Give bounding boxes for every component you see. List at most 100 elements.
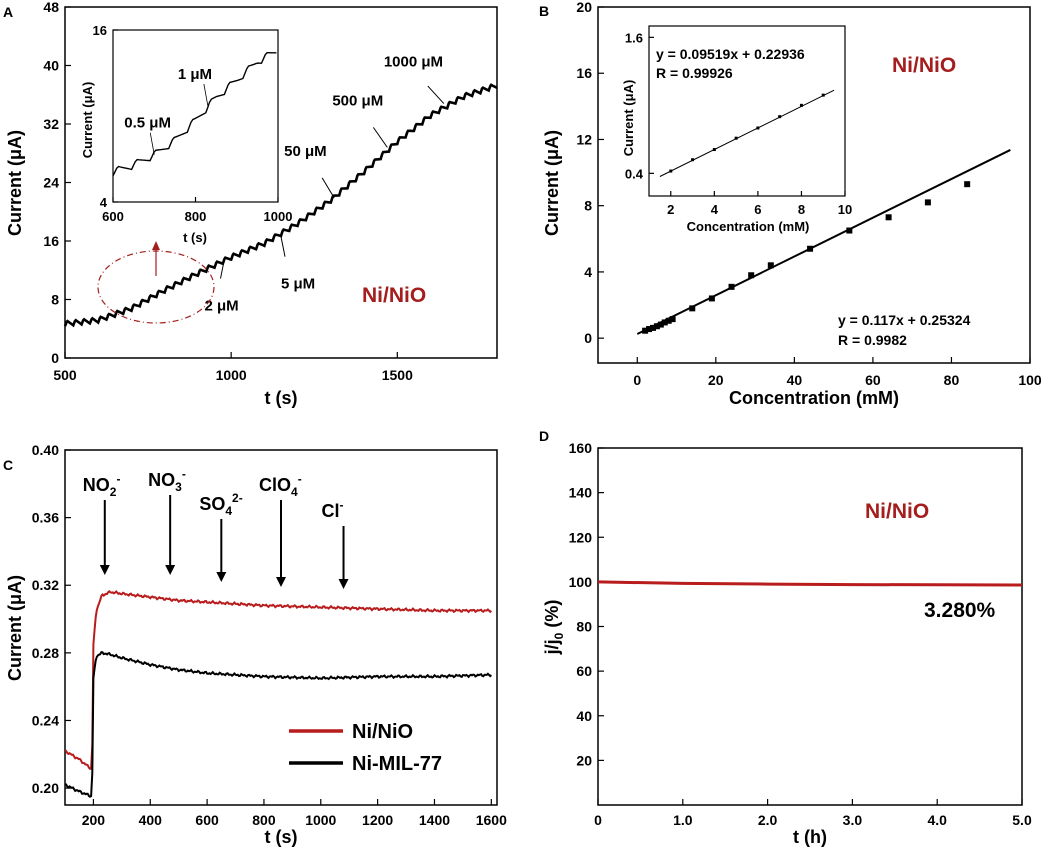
panel-b-ytick-label: 8 xyxy=(584,198,592,214)
panel-c-ytick-label: 0.36 xyxy=(32,510,59,526)
panel-a-highlight-arrowhead xyxy=(152,241,160,250)
panel-b-inset-fit-line xyxy=(659,89,835,177)
panel-a-xtick-label: 1500 xyxy=(382,367,413,383)
panel-a-inset: 600 800 1000 4 16 0.5 μM 1 μM t (s) Current (… xyxy=(80,23,292,245)
panel-a-xlabel: t (s) xyxy=(265,388,298,408)
panel-c-ytick-label: 0.40 xyxy=(32,442,59,458)
legend-label-ni-nio: Ni/NiO xyxy=(352,721,413,743)
panel-b-inset-ylabel: Current (μA) xyxy=(621,80,636,157)
panel-b-inset-r-value: R = 0.99926 xyxy=(656,65,733,81)
panel-d-label: D xyxy=(539,428,549,444)
panel-b-xtick-label: 60 xyxy=(865,372,881,388)
panel-b-ytick-label: 12 xyxy=(576,131,592,147)
panel-b-inset: 2 4 6 8 10 0.4 1.6 y = 0.09519x + 0.22936 R = … xyxy=(621,25,852,234)
panel-b-xtick-label: 20 xyxy=(708,372,724,388)
panel-b-ytick-label: 16 xyxy=(576,65,592,81)
panel-b-data-point xyxy=(646,326,653,333)
panel-c-ytick-label: 0.32 xyxy=(32,577,59,593)
panel-a-ytick-label: 40 xyxy=(43,58,59,74)
panel-b-data-point xyxy=(964,181,971,188)
panel-b-equation: y = 0.117x + 0.25324 xyxy=(838,312,971,328)
panel-c-ytick-label: 0.20 xyxy=(32,780,59,796)
panel-a-label: A xyxy=(3,4,13,20)
panel-b-material-label: Ni/NiO xyxy=(892,54,956,77)
panel-b-ylabel: Current (μA) xyxy=(542,130,562,236)
panel-b-fit-line xyxy=(636,149,1011,335)
panel-b-data-point xyxy=(661,319,668,326)
panel-c-ion-arrowhead xyxy=(99,565,110,575)
panel-a-ytick-label: 0 xyxy=(51,350,59,366)
panel-a-inset-xlabel: t (s) xyxy=(183,230,207,245)
panel-a-inset-annotation-label: 0.5 μM xyxy=(124,115,171,132)
panel-b-data-point xyxy=(807,245,814,252)
panel-d-xtick-label: 5.0 xyxy=(1012,812,1032,828)
panel-a-material-label: Ni/NiO xyxy=(362,284,426,307)
panel-a-inset-xtick-label: 800 xyxy=(185,209,207,224)
panel-d-xtick-label: 2.0 xyxy=(758,812,778,828)
panel-b-data-point xyxy=(669,316,676,323)
panel-d-ytick-label: 80 xyxy=(576,619,592,635)
panel-b-data-point xyxy=(767,262,774,269)
panel-a-inset-annotation-arrow xyxy=(203,83,209,107)
panel-b-inset-xtick-label: 4 xyxy=(711,202,719,217)
panel-c-xtick-label: 1200 xyxy=(362,812,393,828)
panel-b-inset-xtick-label: 2 xyxy=(667,202,674,217)
panel-a-inset-xtick-label: 1000 xyxy=(264,209,293,224)
panel-c-ytick-label: 0.24 xyxy=(32,712,59,728)
panel-d-series-ni-nio xyxy=(597,580,1023,587)
panel-b-data-point xyxy=(657,321,664,328)
panel-c-ion-arrowhead xyxy=(338,579,349,589)
panel-b-xtick-label: 100 xyxy=(1018,372,1042,388)
panel-d-ytick-label: 60 xyxy=(576,663,592,679)
panel-a-ytick-label: 32 xyxy=(43,116,59,132)
panel-d-xtick-label: 3.0 xyxy=(843,812,863,828)
panel-b-data-point xyxy=(748,272,755,279)
panel-c-xtick-label: 1000 xyxy=(305,812,336,828)
panel-a-inset-annotation-label: 1 μM xyxy=(178,66,212,83)
panel-d-frame xyxy=(597,447,1023,806)
panel-c-ytick-label: 0.28 xyxy=(32,645,59,661)
panel-c-ion-label: NO2- xyxy=(83,472,121,499)
panel-a-inset-ytick-label: 16 xyxy=(93,23,107,38)
panel-a-annotation-label: 1000 μM xyxy=(384,54,443,71)
panel-a-annotation-label: 500 μM xyxy=(332,92,383,109)
panel-b-inset-data-point xyxy=(821,93,825,97)
panel-a-ytick-label: 8 xyxy=(51,292,59,308)
panel-b-label: B xyxy=(539,3,549,19)
panel-b-xtick-label: 40 xyxy=(787,372,803,388)
panel-a-inset-frame xyxy=(112,29,279,203)
panel-b-inset-data-point xyxy=(669,169,673,173)
panel-b-inset-equation: y = 0.09519x + 0.22936 xyxy=(656,46,805,62)
panel-c-xtick-label: 1600 xyxy=(476,812,507,828)
panel-c-xtick-label: 1400 xyxy=(419,812,450,828)
panel-d-ytick-label: 20 xyxy=(576,752,592,768)
panel-b-inset-data-point xyxy=(734,136,738,140)
panel-b-ytick-label: 4 xyxy=(584,264,592,280)
panel-b-data-point xyxy=(924,199,931,206)
panel-c-xtick-label: 400 xyxy=(139,812,163,828)
panel-d-ylabel: j/j0 (%) xyxy=(542,600,566,656)
panel-c-ion-label: NO3- xyxy=(148,467,186,494)
panel-d-material-label: Ni/NiO xyxy=(865,500,929,523)
panel-a-annotation-arrow xyxy=(372,127,388,148)
panel-a-ylabel: Current (μA) xyxy=(5,130,25,236)
panel-b-data-point xyxy=(665,317,672,324)
panel-c-label: C xyxy=(3,457,13,473)
panel-a-ytick-label: 24 xyxy=(43,175,59,191)
panel-b-inset-xtick-label: 6 xyxy=(754,202,761,217)
panel-b-data-point xyxy=(689,305,696,312)
panel-d-ytick-label: 160 xyxy=(569,440,593,456)
panel-a-annotation-label: 2 μM xyxy=(205,298,239,315)
panel-b-inset-data-point xyxy=(712,148,716,152)
panel-b-inset-frame xyxy=(648,25,846,197)
panel-b-data-point xyxy=(642,327,649,334)
panel-a-annotation-arrow xyxy=(427,85,445,104)
panel-d-xtick-label: 0 xyxy=(594,812,602,828)
panel-d-xtick-label: 1.0 xyxy=(673,812,693,828)
panel-d-retention-label: 3.280% xyxy=(924,599,996,622)
panel-c-ion-arrowhead xyxy=(276,577,286,587)
panel-d-ytick-label: 100 xyxy=(569,574,593,590)
panel-a-inset-series xyxy=(112,52,277,177)
panel-b: B 0 20 40 60 80 100 0 4 8 12 16 20 Concentration (m… xyxy=(539,0,1042,408)
